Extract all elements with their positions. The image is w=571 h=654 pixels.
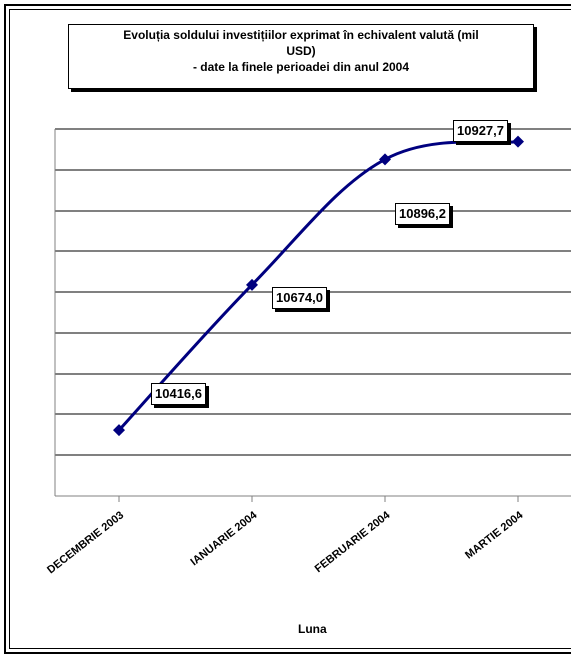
x-axis-title: Luna (298, 622, 327, 636)
data-label-februarie-2004: 10896,2 (395, 203, 450, 225)
chart-title-line-2: USD) (286, 44, 316, 58)
chart-title: Evoluția soldului investițiilor exprimat… (68, 24, 534, 89)
data-label-martie-2004: 10927,7 (453, 120, 508, 142)
data-point-februarie-2004 (379, 153, 391, 166)
chart-title-line-1: Evoluția soldului investițiilor exprimat… (123, 28, 479, 42)
data-point-ianuarie-2004 (246, 278, 258, 291)
data-point-martie-2004 (512, 135, 524, 148)
series-line (117, 140, 519, 432)
gridlines (55, 128, 571, 456)
data-point-decembrie-2003 (113, 424, 125, 437)
chart-title-line-3: - date la finele perioadei din anul 2004 (192, 60, 410, 74)
data-label-ianuarie-2004: 10674,0 (272, 287, 327, 309)
data-label-decembrie-2003: 10416,6 (151, 383, 206, 405)
data-markers (113, 135, 524, 437)
axes (54, 129, 571, 502)
